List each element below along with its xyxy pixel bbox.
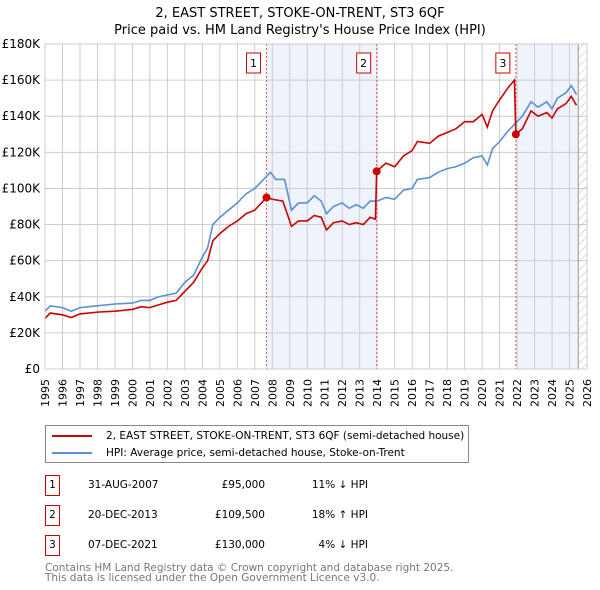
sale-hpi-diff: 11% ↓ HPI	[311, 479, 368, 491]
x-tick-label: 2001	[144, 379, 157, 407]
x-tick-label: 2016	[406, 379, 419, 407]
sale-row: 2 20-DEC-2013 £109,500 18% ↑ HPI	[45, 505, 465, 527]
y-tick-label: £180K	[2, 37, 42, 51]
x-tick-label: 2010	[301, 379, 314, 407]
sale-row: 3 07-DEC-2021 £130,000 4% ↓ HPI	[45, 535, 465, 557]
sale-price: £130,000	[214, 539, 265, 551]
sale-date: 07-DEC-2021	[88, 539, 158, 551]
x-tick-label: 2004	[196, 379, 209, 407]
footer: Contains HM Land Registry data © Crown c…	[45, 562, 454, 584]
sale-marker-badge: 2	[45, 505, 60, 526]
sale-marker-badge: 3	[45, 535, 60, 556]
shaded-period	[515, 44, 579, 369]
x-tick-label: 2003	[179, 379, 192, 407]
legend-swatch-hpi	[52, 452, 92, 454]
x-tick-label: 2018	[441, 379, 454, 407]
legend-swatch-property	[52, 435, 92, 437]
x-tick-label: 1996	[56, 379, 69, 407]
legend: 2, EAST STREET, STOKE-ON-TRENT, ST3 6QF …	[45, 425, 469, 463]
x-tick-label: 2015	[389, 379, 402, 407]
x-tick-label: 2026	[581, 379, 594, 407]
sale-date: 31-AUG-2007	[88, 479, 159, 491]
x-tick-label: 1999	[109, 379, 122, 407]
x-tick-label: 1998	[91, 379, 104, 407]
x-tick-label: 2025	[564, 379, 577, 407]
chart-title: 2, EAST STREET, STOKE-ON-TRENT, ST3 6QF	[155, 6, 445, 21]
sale-point	[372, 167, 381, 176]
footer-line-2: This data is licensed under the Open Gov…	[45, 572, 380, 584]
y-tick-label: £140K	[2, 109, 42, 123]
property-price-line	[44, 77, 578, 320]
x-tick-label: 2024	[546, 379, 559, 407]
footer-line-1: Contains HM Land Registry data © Crown c…	[45, 562, 454, 574]
x-tick-label: 1997	[74, 379, 87, 407]
legend-label-property: 2, EAST STREET, STOKE-ON-TRENT, ST3 6QF …	[106, 430, 465, 442]
sale-label: 2	[360, 57, 367, 70]
sale-marker-badge: 1	[45, 475, 60, 496]
x-tick-label: 2002	[161, 379, 174, 407]
y-tick-label: £40K	[9, 290, 41, 304]
x-tick-label: 1995	[39, 379, 52, 407]
x-tick-label: 2014	[371, 379, 384, 407]
x-tick-label: 2021	[494, 379, 507, 407]
x-tick-label: 2000	[126, 379, 139, 407]
y-tick-label: £100K	[2, 181, 42, 195]
y-tick-label: £60K	[9, 254, 41, 268]
sale-row: 1 31-AUG-2007 £95,000 11% ↓ HPI	[45, 475, 465, 497]
hpi-line	[44, 84, 578, 313]
x-tick-label: 2007	[249, 379, 262, 407]
sale-label: 1	[250, 57, 257, 70]
x-tick-label: 2017	[424, 379, 437, 407]
x-tick-label: 2012	[336, 379, 349, 407]
x-tick-label: 2011	[319, 379, 332, 407]
sale-point	[262, 193, 271, 202]
sale-label-box	[495, 52, 511, 74]
y-tick-label: £160K	[2, 73, 42, 87]
forecast-hatch	[578, 44, 587, 369]
plot-border	[44, 43, 588, 370]
y-tick-label: £20K	[9, 326, 41, 340]
y-tick-label: £80K	[9, 218, 41, 232]
x-tick-label: 2013	[354, 379, 367, 407]
sale-point	[511, 130, 520, 139]
sale-hpi-diff: 4% ↓ HPI	[318, 539, 368, 551]
plot-area: 1995 1996 1997 1998 1999 2000 2001 2002 2003 2004…	[2, 37, 594, 407]
sale-price: £109,500	[214, 509, 265, 521]
x-tick-label: 2019	[459, 379, 472, 407]
x-tick-label: 2020	[476, 379, 489, 407]
x-tick-label: 2023	[529, 379, 542, 407]
sale-label-box	[246, 52, 262, 74]
sale-label-box	[356, 52, 372, 74]
y-tick-label: £120K	[2, 145, 42, 159]
x-tick-label: 2022	[511, 379, 524, 407]
sale-price: £95,000	[221, 479, 265, 491]
x-tick-label: 2005	[214, 379, 227, 407]
chart-subtitle: Price paid vs. HM Land Registry's House …	[114, 23, 486, 38]
sale-date: 20-DEC-2013	[88, 509, 158, 521]
y-tick-label: £0	[25, 362, 40, 376]
sale-label: 3	[499, 57, 506, 70]
x-tick-label: 2009	[284, 379, 297, 407]
legend-label-hpi: HPI: Average price, semi-detached house,…	[106, 447, 405, 459]
sale-hpi-diff: 18% ↑ HPI	[311, 509, 368, 521]
x-tick-label: 2008	[266, 379, 279, 407]
x-tick-label: 2006	[231, 379, 244, 407]
